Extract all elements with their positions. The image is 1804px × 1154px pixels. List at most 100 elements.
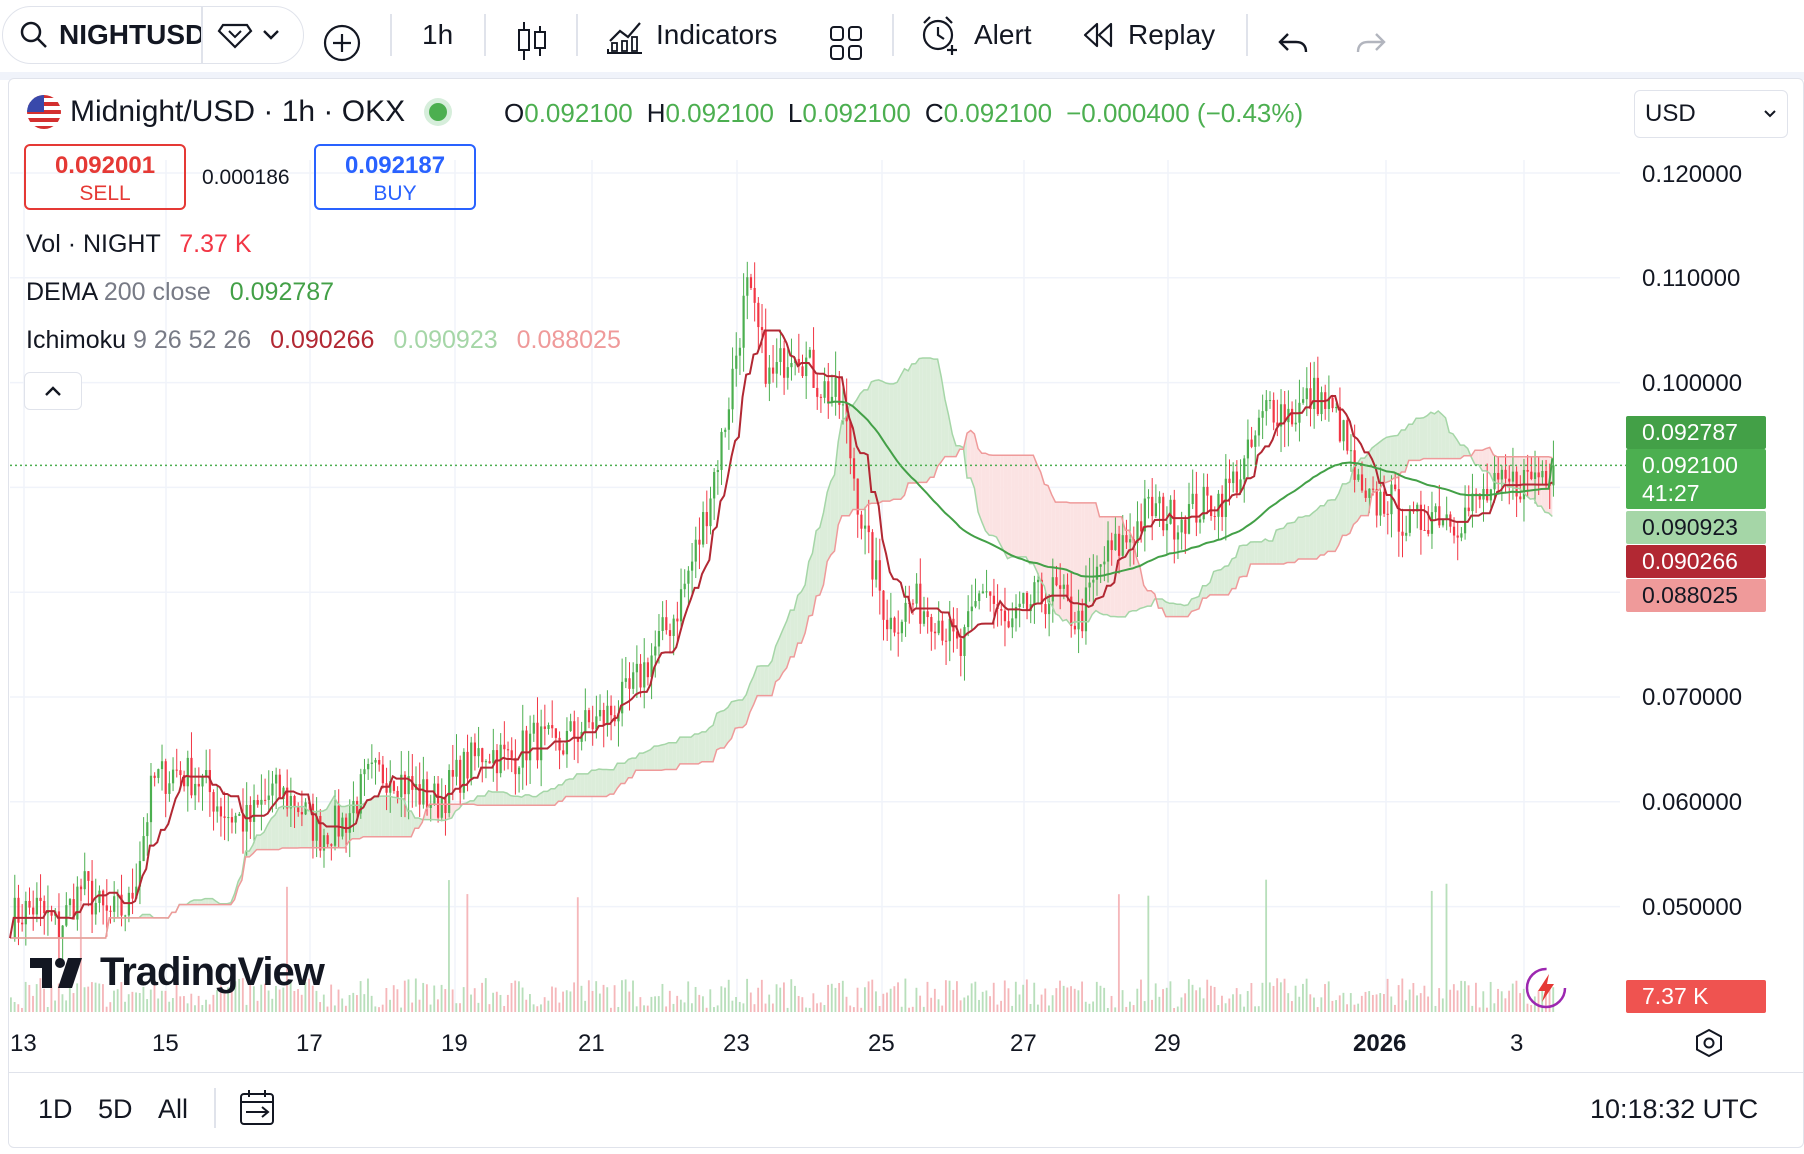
volume-bar [709, 989, 712, 1012]
candle-body [967, 611, 970, 628]
ichimoku-cloud-segment [1441, 414, 1446, 459]
volume-bar [1279, 982, 1282, 1012]
volume-bar [219, 985, 222, 1012]
buy-button[interactable]: 0.092187 BUY [314, 144, 476, 210]
volume-bar [922, 1006, 925, 1012]
indicators-button[interactable]: Indicators [604, 8, 777, 62]
ichimoku-cloud-segment [808, 553, 813, 617]
candle-body [591, 722, 594, 730]
range-all-button[interactable]: All [158, 1094, 189, 1124]
volume-bar [241, 978, 244, 1012]
volume-legend[interactable]: Vol · NIGHT 7.37 K [26, 230, 252, 259]
layouts-icon[interactable] [828, 16, 864, 70]
add-symbol-icon[interactable] [322, 16, 362, 70]
range-1d-button[interactable]: 1D [38, 1094, 73, 1124]
volume-bar [138, 993, 141, 1012]
settings-hexagon-icon[interactable] [1694, 1028, 1724, 1058]
go-to-date-icon[interactable] [238, 1088, 278, 1128]
candle-body [643, 662, 646, 688]
last-price-tag: 0.092100 41:27 [1626, 449, 1766, 509]
volume-bar [462, 987, 465, 1012]
candle-body [624, 678, 627, 682]
collapse-legend-button[interactable] [24, 372, 82, 410]
candle-body [488, 761, 491, 764]
volume-bar [1073, 988, 1076, 1012]
ichimoku-cloud-segment [275, 807, 279, 850]
volume-bar [580, 985, 583, 1012]
indicators-icon [607, 22, 642, 54]
ichimoku-cloud-segment [1184, 604, 1188, 617]
currency-select[interactable]: USD [1634, 90, 1788, 138]
volume-bar [1051, 995, 1054, 1012]
ichimoku-cloud-segment [786, 610, 791, 668]
utc-clock[interactable]: 10:18:32 UTC [1590, 1094, 1759, 1124]
bar-countdown: 41:27 [1642, 480, 1700, 506]
candle-body [216, 806, 219, 812]
ichimoku-cloud-segment [573, 773, 577, 797]
chevron-down-icon[interactable] [261, 28, 281, 42]
replay-button[interactable]: Replay [1080, 8, 1215, 62]
volume-bar [834, 987, 837, 1012]
candle-body [120, 894, 123, 916]
volume-bar [654, 996, 657, 1012]
candle-body [540, 726, 543, 761]
volume-bar [506, 994, 509, 1012]
symbol-legend[interactable]: Midnight/USD · 1h · OKX [26, 94, 448, 130]
candle-body [278, 774, 281, 800]
ichimoku-legend[interactable]: Ichimoku 9 26 52 26 0.090266 0.090923 0.… [26, 326, 621, 355]
ichimoku-cloud-segment [621, 763, 625, 784]
candle-body [573, 721, 576, 739]
ichimoku-cloud-segment [521, 794, 526, 806]
candle-body [602, 709, 605, 726]
ichimoku-cloud-segment [1423, 415, 1428, 459]
candle-body [679, 589, 683, 622]
volume-bar [245, 1004, 248, 1012]
volume-bar [1077, 990, 1080, 1012]
candle-body [300, 812, 304, 815]
range-5d-button[interactable]: 5D [98, 1094, 133, 1124]
candle-body [849, 421, 852, 459]
candle-body [400, 774, 403, 798]
ichimoku-cloud-segment [543, 791, 548, 806]
candles-chart-type-icon[interactable] [515, 14, 549, 68]
candle-body [422, 779, 425, 805]
ichimoku-cloud-segment [1151, 590, 1155, 607]
buy-price: 0.092187 [344, 152, 446, 179]
candle-body [944, 640, 948, 642]
undo-icon[interactable] [1276, 18, 1310, 72]
redo-icon[interactable] [1354, 18, 1388, 72]
candle-body [963, 627, 966, 656]
symbol-search[interactable]: NIGHTUSD [2, 6, 304, 64]
volume-bar [702, 996, 704, 1012]
volume-bar [1353, 1004, 1356, 1012]
ichimoku-cloud-segment [698, 731, 703, 764]
candle-body [606, 705, 609, 726]
diamond-icon[interactable] [217, 21, 253, 49]
volume-bar [1003, 980, 1006, 1012]
volume-bar [576, 897, 579, 1012]
interval-button[interactable]: 1h [422, 19, 454, 50]
candle-body [381, 764, 384, 784]
volume-bar [933, 988, 936, 1012]
symbol-input[interactable]: NIGHTUSD [59, 19, 201, 50]
candle-body [1511, 471, 1515, 482]
dema-legend[interactable]: DEMA 200 close 0.092787 [26, 278, 334, 307]
sell-button[interactable]: 0.092001 SELL [24, 144, 186, 210]
candle-body [1434, 506, 1437, 513]
volume-bar [1136, 988, 1139, 1012]
lightning-icon[interactable] [1524, 966, 1568, 1010]
candle-body [1217, 493, 1220, 517]
brand-name: TradingView [100, 950, 325, 994]
volume-bar [1500, 991, 1503, 1012]
volume-bar [598, 993, 601, 1012]
ichimoku-cloud-segment [1129, 530, 1133, 612]
candle-body [448, 770, 451, 814]
candle-body [827, 381, 830, 403]
candle-body [1036, 579, 1040, 583]
ichimoku-cloud-segment [1320, 505, 1325, 555]
ichimoku-cloud-segment [720, 710, 725, 748]
alert-button[interactable]: Alert [918, 8, 1032, 62]
dema-line [827, 400, 1554, 578]
volume-bar [521, 987, 524, 1012]
